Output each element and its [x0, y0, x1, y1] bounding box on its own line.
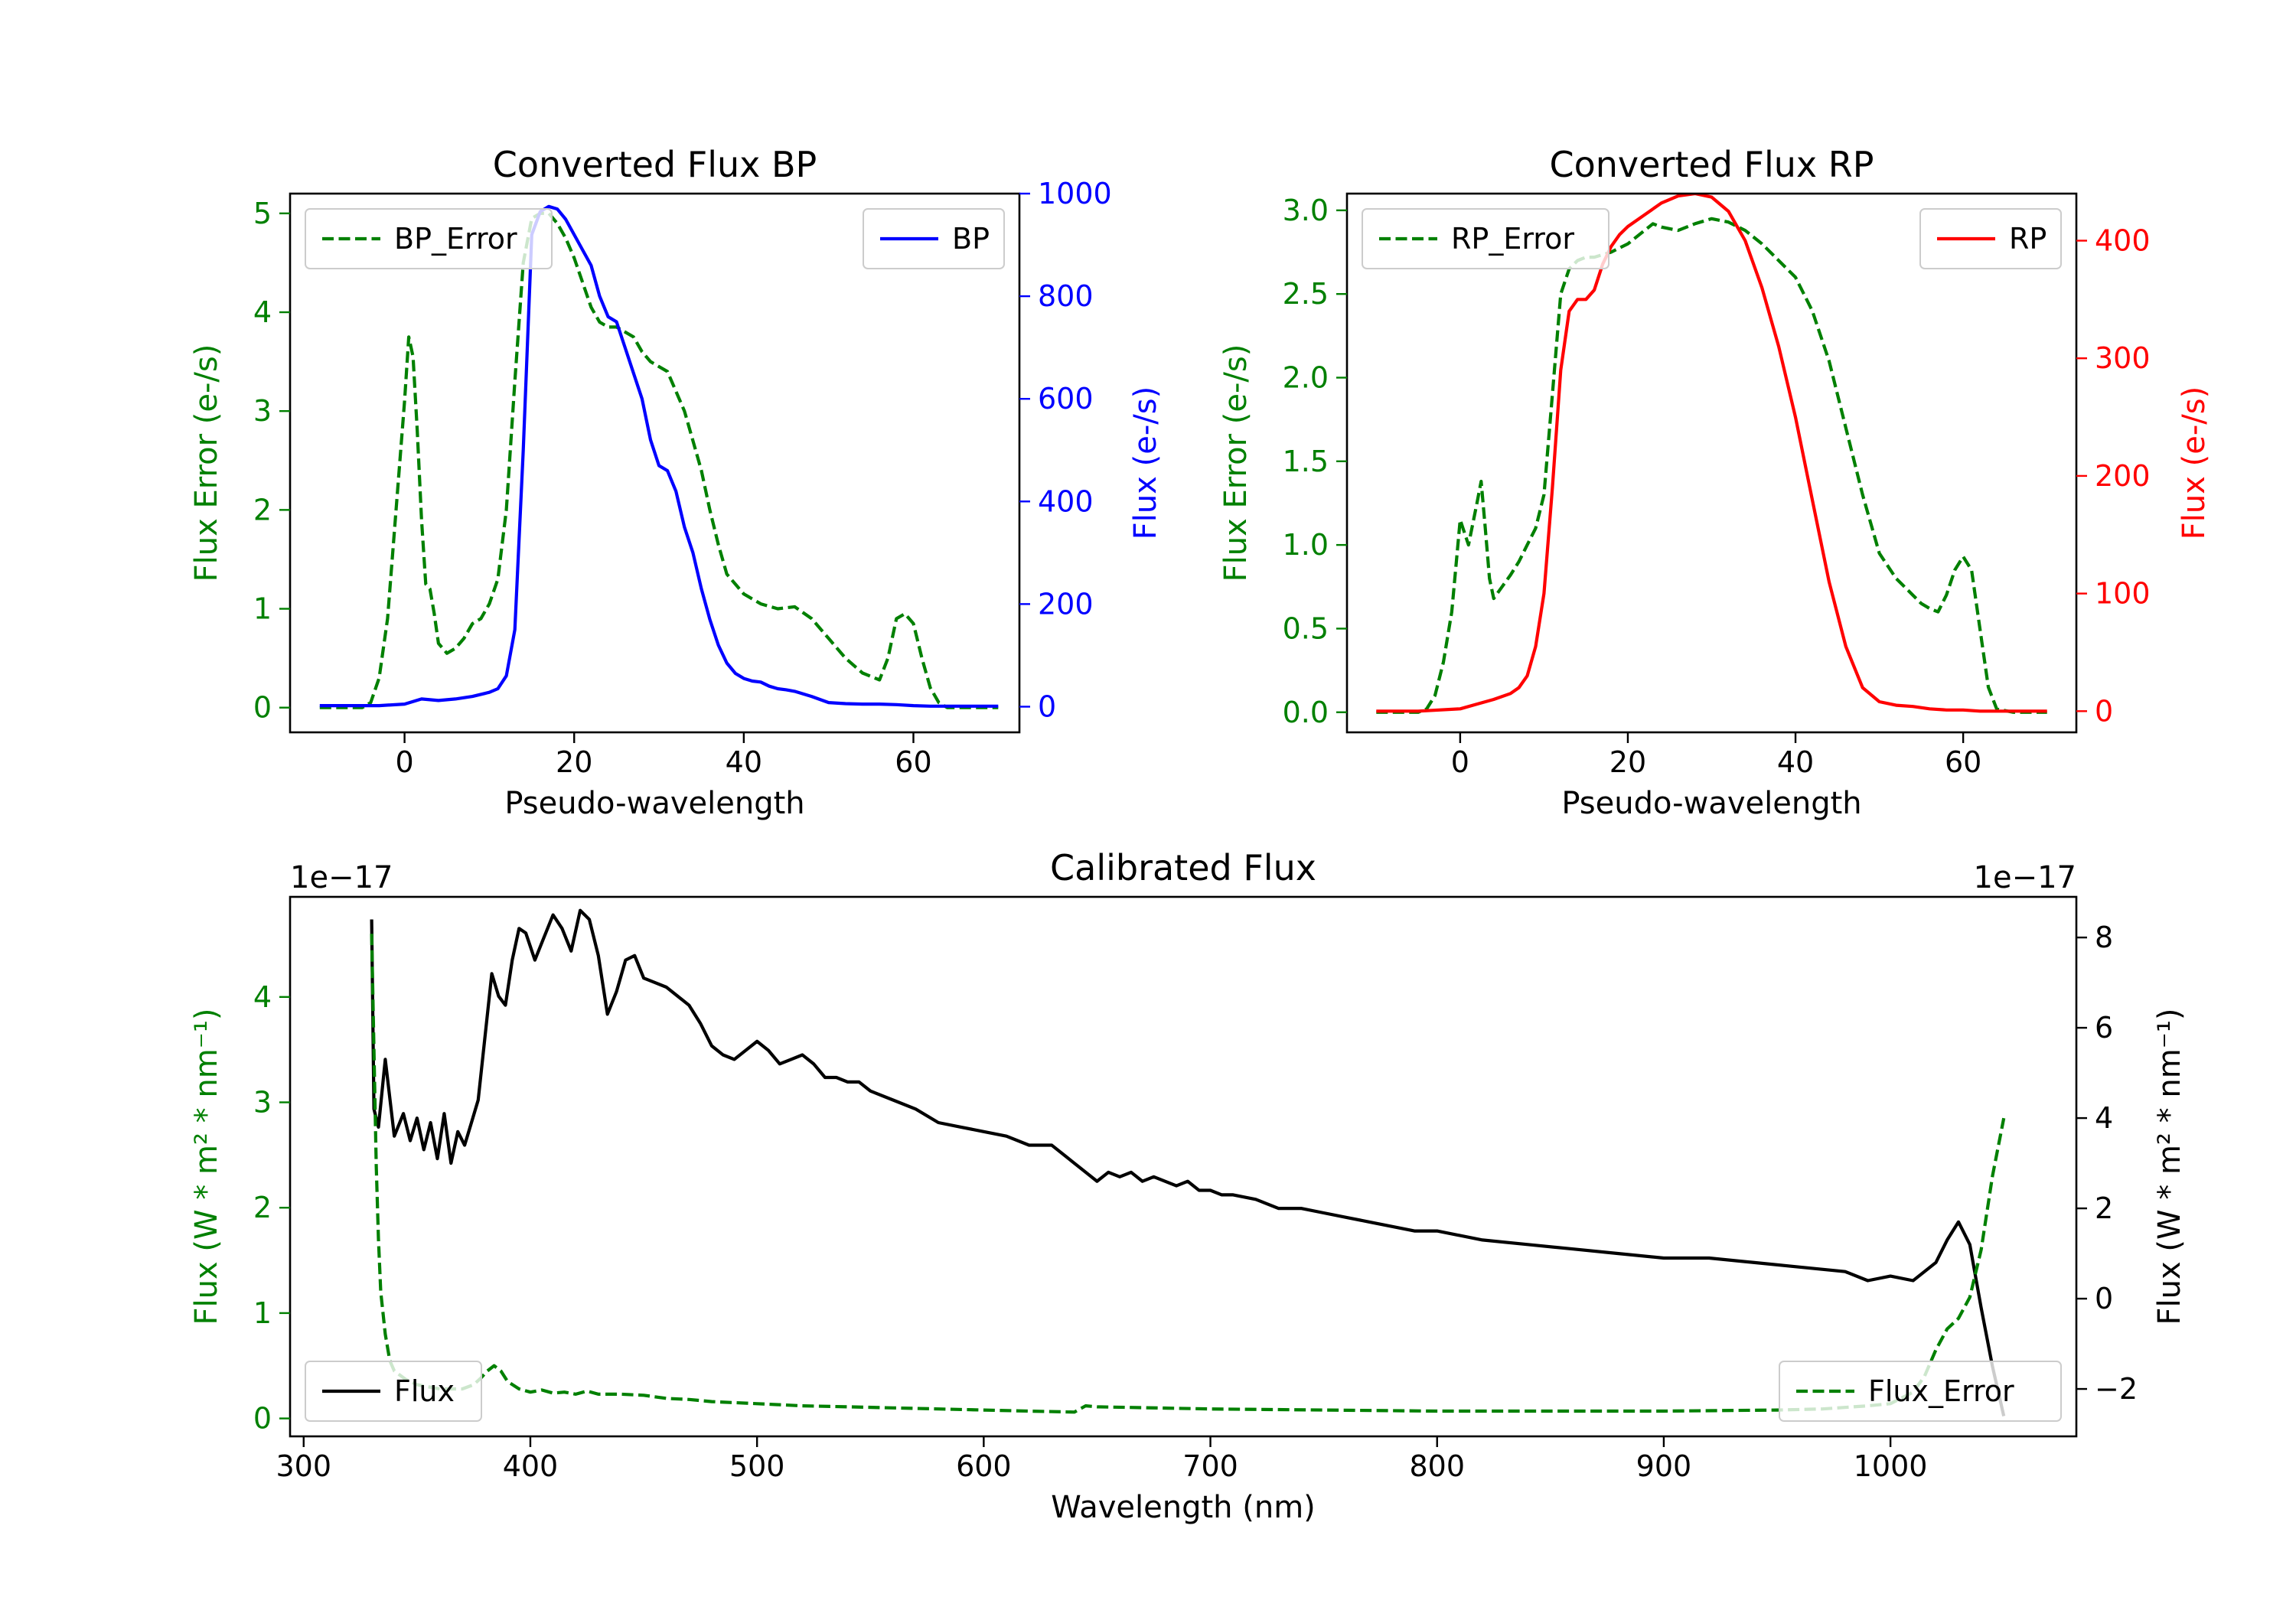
legend-box — [1779, 1361, 2062, 1422]
axes-frame — [1345, 192, 2078, 734]
x-tick-label: 600 — [956, 1449, 1012, 1483]
y-left-tick-label: 3.0 — [1283, 194, 1329, 227]
x-tick-label: 20 — [1609, 745, 1646, 779]
x-tick-label: 300 — [276, 1449, 332, 1483]
y-right-tick-label: 8 — [2095, 921, 2113, 954]
y-left-tick-label: 0 — [253, 1402, 272, 1436]
x-axis-label: Wavelength (nm) — [1051, 1490, 1316, 1525]
x-axis-label: Pseudo-wavelength — [1561, 786, 1861, 821]
x-tick-label: 400 — [503, 1449, 559, 1483]
x-tick-label: 0 — [1451, 745, 1469, 779]
converted-flux-bp-chart: 0 20 40 6001234502004006008001000Converted … — [189, 144, 1163, 821]
y-left-tick-label: 3 — [253, 394, 272, 428]
y-left-tick-label: 0.5 — [1283, 611, 1329, 645]
chart-title: Calibrated Flux — [1050, 847, 1316, 888]
x-tick-label: 500 — [729, 1449, 785, 1483]
y-right-offset-label: 1e−17 — [1974, 860, 2076, 895]
y-right-tick-label: 400 — [2095, 223, 2151, 257]
y-left-tick-label: 1.5 — [1283, 445, 1329, 478]
legend-label: RP — [2009, 222, 2047, 256]
y-right-axis-label: Flux (e-/s) — [1128, 386, 1163, 539]
plot-area — [319, 204, 999, 709]
y-right-axis-label: Flux (e-/s) — [2177, 386, 2212, 539]
x-tick-label: 700 — [1182, 1449, 1238, 1483]
y-left-tick-label: 2.5 — [1283, 277, 1329, 311]
legend-rp-error: RP_Error — [1362, 208, 1609, 269]
x-tick-label: 60 — [1945, 745, 1981, 779]
legend-box — [305, 1361, 482, 1422]
legend-flux: Flux — [305, 1361, 482, 1422]
y-left-tick-label: 5 — [253, 197, 272, 230]
y-right-tick-label: 0 — [2095, 1282, 2113, 1315]
legend-rp: RP — [1919, 208, 2062, 269]
y-left-tick-label: 1.0 — [1283, 528, 1329, 562]
series-line-flux — [370, 908, 2006, 1416]
y-left-tick-label: 4 — [253, 980, 272, 1014]
legend-box — [1362, 208, 1609, 269]
x-tick-label: 900 — [1636, 1449, 1692, 1483]
x-axis-label: Pseudo-wavelength — [504, 786, 804, 821]
legend-box — [305, 208, 553, 269]
converted-flux-rp-chart: 0 20 40 60 0.0 0.5 1.0 1.5 2.0 2.5 3.0 0 100 200 300 40… — [1218, 144, 2212, 821]
y-right-axis-label: Flux (W * m² * nm⁻¹) — [2152, 1009, 2187, 1325]
x-tick-label: 20 — [556, 745, 592, 779]
legend-label: Flux — [394, 1374, 455, 1408]
y-right-tick-label: 200 — [1038, 587, 1094, 621]
x-tick-label: 800 — [1409, 1449, 1465, 1483]
y-left-axis-label: Flux (W * m² * nm⁻¹) — [189, 1009, 224, 1325]
y-right-tick-label: 600 — [1038, 382, 1094, 416]
axes-frame — [289, 192, 1021, 734]
series-line-bp — [319, 204, 999, 708]
x-tick-label: 40 — [726, 745, 762, 779]
series-line-bp-error — [319, 211, 999, 709]
plot-area — [1376, 194, 2047, 714]
legend-flux-error: Flux_Error — [1779, 1361, 2062, 1422]
y-left-tick-label: 1 — [253, 1296, 272, 1330]
series-line-rp — [1376, 194, 2047, 713]
y-right-tick-label: 100 — [2095, 577, 2151, 611]
chart-title: Converted Flux BP — [493, 144, 817, 185]
y-left-tick-label: 0 — [253, 691, 272, 725]
series-line-rp-error — [1376, 217, 2047, 714]
y-right-tick-label: 0 — [2095, 694, 2113, 728]
y-left-tick-label: 1 — [253, 592, 272, 626]
y-right-tick-label: 0 — [1038, 689, 1056, 723]
legend-label: RP_Error — [1451, 222, 1574, 256]
y-right-tick-label: 1000 — [1038, 177, 1112, 210]
legend-bp-error: BP_Error — [305, 208, 553, 269]
y-right-tick-label: −2 — [2095, 1372, 2138, 1406]
x-tick-label: 0 — [396, 745, 414, 779]
y-left-tick-label: 2 — [253, 1191, 272, 1224]
chart-title: Converted Flux RP — [1550, 144, 1874, 185]
y-left-axis-label: Flux Error (e-/s) — [1218, 344, 1254, 582]
x-tick-label: 40 — [1777, 745, 1814, 779]
y-right-tick-label: 6 — [2095, 1011, 2113, 1045]
y-left-tick-label: 2.0 — [1283, 360, 1329, 394]
y-right-tick-label: 800 — [1038, 279, 1094, 313]
legend-label: Flux_Error — [1868, 1374, 2014, 1408]
axes-frame — [289, 895, 2078, 1438]
y-left-tick-label: 4 — [253, 295, 272, 329]
y-left-offset-label: 1e−17 — [290, 860, 393, 895]
y-right-tick-label: 4 — [2095, 1101, 2113, 1135]
y-left-tick-label: 0.0 — [1283, 696, 1329, 729]
y-left-tick-label: 3 — [253, 1086, 272, 1120]
legend-label: BP_Error — [394, 222, 517, 256]
legend-label: BP — [952, 222, 990, 256]
calibrated-flux-chart: 300 400 500 600 700 800 900 1000 0 1 2 3 4 −2 0 2 4 6 8 Cal… — [189, 847, 2187, 1525]
x-tick-label: 1000 — [1854, 1449, 1928, 1483]
x-tick-label: 60 — [895, 745, 931, 779]
y-right-tick-label: 2 — [2095, 1191, 2113, 1225]
y-right-tick-label: 200 — [2095, 459, 2151, 493]
y-right-tick-label: 300 — [2095, 341, 2151, 375]
y-left-tick-label: 2 — [253, 493, 272, 526]
y-right-tick-label: 400 — [1038, 484, 1094, 518]
legend-bp: BP — [863, 208, 1005, 269]
y-left-axis-label: Flux Error (e-/s) — [189, 344, 224, 582]
